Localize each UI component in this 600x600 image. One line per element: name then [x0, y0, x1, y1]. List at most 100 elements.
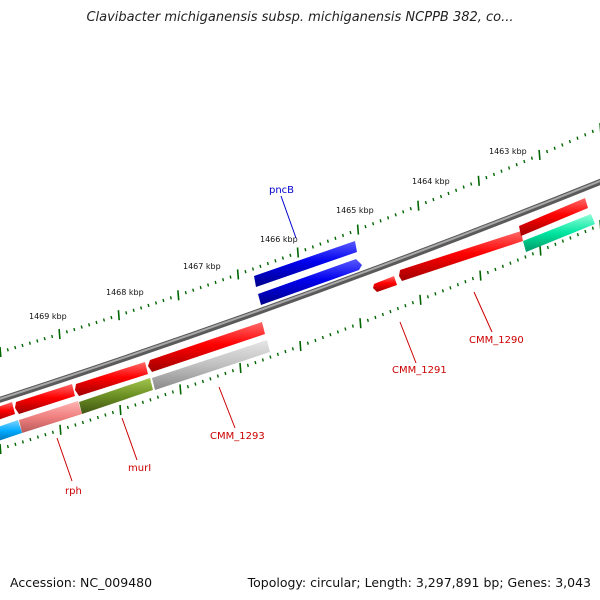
inner-minor-tick	[366, 318, 369, 322]
inner-minor-tick	[21, 440, 24, 444]
label-rph[interactable]: rph	[65, 486, 82, 497]
gene-pncB-lower[interactable]	[258, 259, 362, 305]
inner-minor-tick	[344, 327, 347, 331]
inner-minor-tick	[186, 385, 189, 389]
outer-minor-tick	[14, 345, 17, 350]
outer-minor-tick	[222, 278, 225, 282]
inner-major-tick	[119, 404, 122, 416]
outer-minor-tick	[207, 283, 210, 287]
inner-minor-tick	[336, 330, 339, 334]
gene-cmm1291[interactable]	[373, 276, 397, 292]
label-cmm1290[interactable]: CMM_1290	[469, 335, 524, 346]
outer-minor-tick	[311, 245, 314, 249]
genome-summary-text: Topology: circular; Length: 3,297,891 bp…	[247, 575, 591, 590]
outer-minor-tick	[485, 175, 488, 180]
outer-minor-tick	[568, 139, 571, 144]
inner-minor-tick	[396, 306, 399, 311]
outer-minor-tick	[492, 172, 496, 177]
outer-minor-tick	[439, 194, 443, 199]
gene-pncB-upper[interactable]	[254, 241, 357, 287]
outer-minor-tick	[169, 296, 172, 300]
inner-minor-tick	[456, 283, 459, 287]
outer-minor-tick	[409, 207, 412, 211]
outer-major-tick	[477, 175, 480, 186]
label-murI[interactable]: murI	[128, 463, 151, 474]
outer-minor-tick	[162, 298, 165, 303]
inner-minor-tick	[389, 309, 392, 314]
inner-minor-tick	[216, 374, 219, 378]
inner-minor-tick	[291, 347, 294, 351]
inner-minor-tick	[441, 289, 444, 293]
outer-minor-tick	[95, 320, 98, 325]
inner-minor-tick	[6, 444, 9, 449]
inner-major-tick	[179, 384, 182, 395]
inner-minor-tick	[321, 335, 324, 340]
inner-scale-ticks	[0, 220, 600, 455]
inner-minor-tick	[254, 360, 257, 365]
outer-minor-tick	[402, 210, 405, 214]
inner-major-tick	[359, 318, 362, 329]
gene-red-rph-upper[interactable]	[15, 384, 75, 414]
inner-minor-tick	[464, 280, 467, 284]
inner-minor-tick	[434, 292, 437, 296]
gene-red-mid[interactable]	[148, 322, 265, 372]
inner-minor-tick	[44, 433, 47, 437]
outer-minor-tick	[140, 306, 143, 310]
label-cmm1293[interactable]: CMM_1293	[210, 431, 265, 442]
outer-minor-tick	[274, 259, 277, 263]
inner-minor-tick	[351, 324, 354, 328]
gene-left-red[interactable]	[0, 402, 15, 421]
outer-minor-tick	[379, 219, 382, 223]
inner-minor-tick	[471, 276, 474, 281]
scale-label-1469: 1469 kbp	[29, 312, 67, 321]
inner-minor-tick	[554, 242, 557, 246]
gene-left-cyan[interactable]	[0, 420, 22, 442]
inner-minor-tick	[486, 270, 489, 275]
outer-minor-tick	[447, 191, 450, 196]
outer-minor-tick	[515, 163, 518, 167]
outer-minor-tick	[281, 256, 284, 260]
inner-minor-tick	[449, 286, 452, 290]
outer-major-tick	[538, 149, 541, 160]
inner-minor-tick	[111, 410, 114, 415]
outer-minor-tick	[432, 197, 435, 202]
outer-major-tick	[356, 224, 360, 235]
outer-minor-tick	[470, 182, 473, 186]
outer-minor-tick	[364, 225, 367, 229]
outer-minor-tick	[147, 303, 150, 308]
map-title: Clavibacter michiganensis subsp. michiga…	[86, 10, 514, 25]
gene-rph[interactable]	[19, 401, 82, 433]
inner-minor-tick	[509, 261, 512, 265]
inner-major-tick	[239, 362, 242, 374]
outer-minor-tick	[591, 129, 594, 134]
gene-murI[interactable]	[79, 378, 153, 414]
gene-right-teal[interactable]	[523, 214, 595, 252]
outer-major-tick	[177, 290, 180, 301]
outer-minor-tick	[88, 323, 91, 327]
gene-cmm1293[interactable]	[152, 340, 270, 390]
gene-cmm1290[interactable]	[399, 231, 523, 281]
outer-minor-tick	[561, 143, 564, 147]
outer-minor-tick	[546, 149, 549, 154]
gene-red-murI-upper[interactable]	[75, 362, 148, 396]
inner-minor-tick	[426, 295, 429, 299]
gene-right-red[interactable]	[519, 198, 588, 236]
outer-minor-tick	[244, 270, 247, 274]
inner-minor-tick	[531, 252, 534, 256]
inner-minor-tick	[194, 382, 197, 386]
outer-major-tick	[58, 329, 61, 340]
outer-minor-tick	[387, 216, 390, 220]
outer-minor-tick	[132, 308, 135, 312]
label-cmm1291[interactable]: CMM_1291	[392, 365, 447, 376]
inner-minor-tick	[306, 341, 309, 345]
label-pncB[interactable]: pncB	[269, 185, 294, 196]
outer-minor-tick	[553, 146, 556, 150]
inner-minor-tick	[104, 413, 107, 417]
outer-major-tick	[236, 269, 240, 280]
outer-major-tick	[0, 346, 2, 358]
inner-minor-tick	[546, 245, 549, 250]
outer-minor-tick	[326, 239, 329, 243]
inner-major-tick	[0, 443, 2, 455]
inner-minor-tick	[81, 420, 84, 425]
inner-minor-tick	[569, 236, 572, 240]
